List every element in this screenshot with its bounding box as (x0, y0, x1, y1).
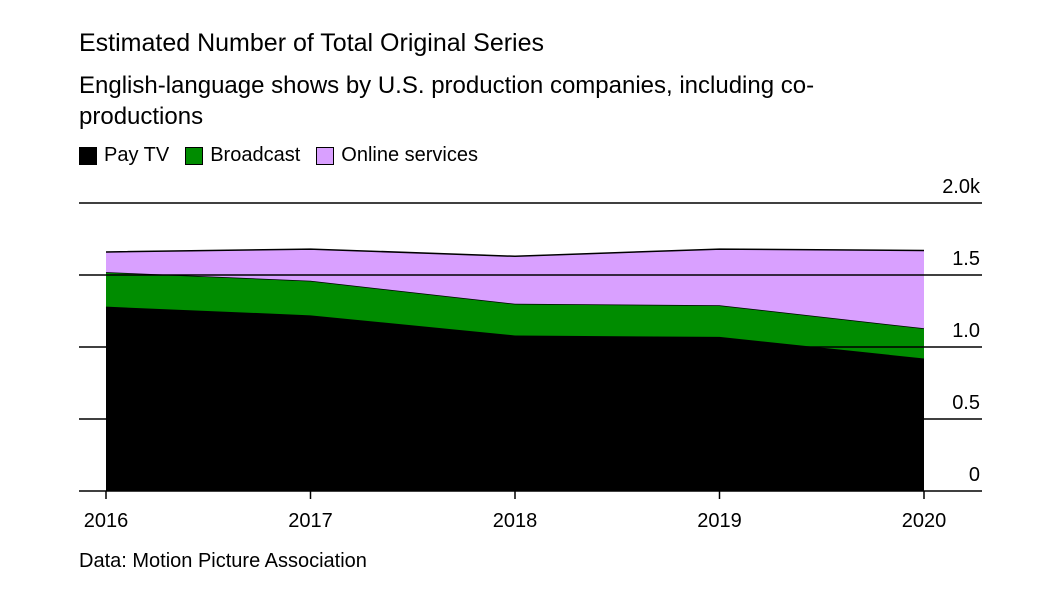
y-tick-label: 0.5 (952, 392, 980, 414)
area-edge (105, 248, 925, 258)
legend-item: Pay TV (79, 144, 169, 167)
y-tick-label: 0 (969, 464, 980, 486)
area (106, 272, 924, 359)
y-tick-label: 1.5 (952, 248, 980, 270)
x-tick-label: 2018 (493, 510, 538, 532)
area (106, 249, 924, 329)
legend-swatch (185, 146, 204, 165)
legend-swatch (79, 146, 97, 165)
legend-item: Broadcast (185, 144, 300, 167)
legend-label: Online services (341, 144, 478, 166)
x-tick-label: 2016 (84, 510, 129, 532)
legend-item: Online services (316, 144, 478, 167)
legend-label: Broadcast (210, 144, 301, 166)
y-tick-label: 1.0 (952, 320, 980, 342)
chart-title: Estimated Number of Total Original Serie… (79, 29, 545, 57)
legend: Pay TV Broadcast Online services (79, 144, 478, 167)
y-tick-label: 2.0k (942, 176, 981, 198)
x-tick-label: 2017 (288, 510, 333, 532)
source-note: Data: Motion Picture Association (79, 550, 367, 572)
legend-label: Pay TV (104, 144, 170, 166)
chart-subtitle: English-language shows by U.S. productio… (79, 72, 815, 130)
x-tick-label: 2020 (902, 510, 947, 532)
legend-swatch (316, 146, 335, 165)
area (106, 306, 924, 491)
x-tick-label: 2019 (697, 510, 742, 532)
